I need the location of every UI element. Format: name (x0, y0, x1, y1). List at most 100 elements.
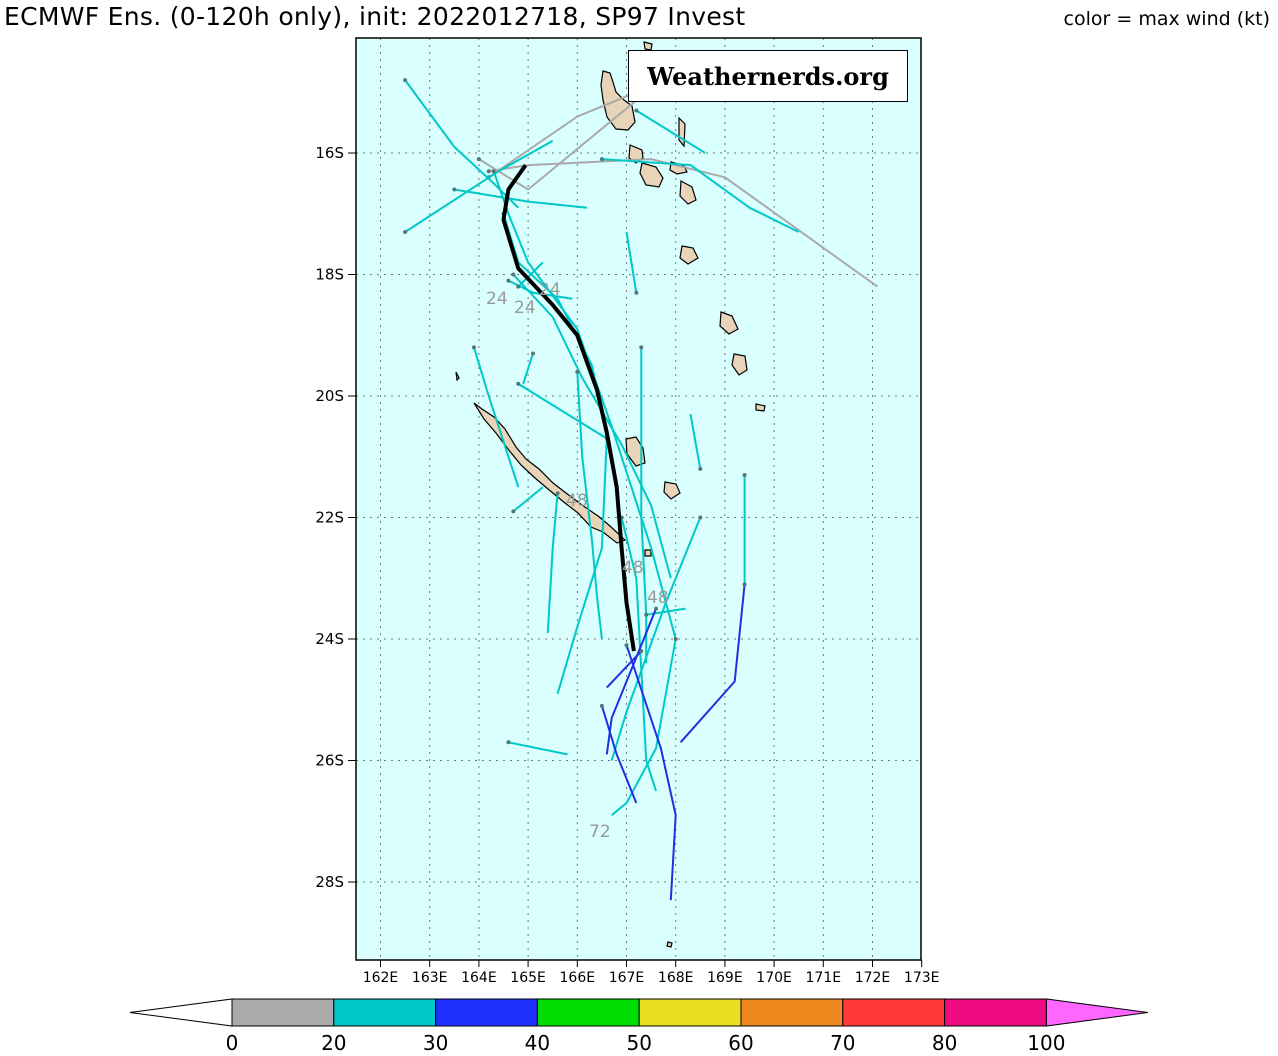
island-small (643, 41, 653, 51)
colorbar-segment (333, 998, 437, 1027)
lon-tick-label: 168E (658, 970, 694, 986)
lon-tick-label: 163E (412, 970, 448, 986)
colorbar-segment (638, 998, 742, 1027)
ensemble-mean-track (501, 163, 636, 652)
ensemble-member-track (488, 158, 878, 288)
ensemble-member-track (646, 607, 686, 616)
colorbar-tick-label: 80 (932, 1031, 957, 1055)
ensemble-member-track (640, 347, 648, 664)
ensemble-member-track (512, 486, 544, 513)
island-small (455, 371, 460, 382)
ensemble-member-track (625, 644, 677, 901)
forecast-hour-label: 24 (539, 280, 561, 300)
ensemble-member-track (522, 353, 534, 385)
ensemble-member-track (635, 109, 706, 154)
track-point (506, 740, 511, 745)
lon-tick-label: 167E (609, 970, 645, 986)
colorbar-segment (944, 998, 1047, 1027)
island-new-caledonia (473, 402, 627, 544)
lon-tick-label: 166E (560, 970, 596, 986)
colorbar-tick-label: 50 (626, 1031, 651, 1055)
track-point (742, 472, 747, 477)
track-point (644, 612, 649, 617)
island-small (731, 353, 748, 376)
ensemble-member-track (556, 438, 608, 694)
colorbar-tick-label: 60 (728, 1031, 753, 1055)
forecast-hour-label: 24 (514, 298, 536, 318)
colorbar-tick-label: 70 (830, 1031, 855, 1055)
colorbar-tick-label: 30 (423, 1031, 448, 1055)
colorbar-over-arrow (1045, 998, 1149, 1027)
forecast-hour-label: 48 (566, 491, 588, 511)
track-point (511, 272, 516, 277)
track-point (471, 345, 476, 350)
lon-tick-label: 173E (904, 970, 940, 986)
lon-tick-label: 162E (363, 970, 399, 986)
track-point (599, 703, 604, 708)
longitude-axis: 162E 163E 164E 165E 166E 167E 168E 169E 170E 171E… (363, 960, 940, 986)
forecast-hour-label: 48 (622, 558, 644, 578)
colorbar-segment (536, 998, 640, 1027)
track-point (531, 351, 536, 356)
island-small (679, 180, 697, 205)
track-point (698, 466, 703, 471)
lon-tick-label: 172E (855, 970, 891, 986)
island-small (679, 245, 699, 265)
lat-tick-label: 22S (315, 509, 344, 527)
colorbar-tick-label: 100 (1027, 1031, 1065, 1055)
ensemble-member-track (689, 414, 702, 470)
lat-tick-label: 18S (315, 266, 344, 284)
ensemble-member-track (478, 91, 647, 191)
track-point (555, 491, 560, 496)
track-point (491, 169, 496, 174)
colorbar-segment (842, 998, 946, 1027)
track-point (654, 606, 659, 611)
track-point (673, 637, 678, 641)
lon-tick-label: 165E (510, 970, 546, 986)
track-point (599, 157, 604, 162)
colorbar-tick-label: 40 (525, 1031, 550, 1055)
ensemble-member-track (404, 140, 554, 233)
ensemble-member-track (600, 705, 638, 804)
track-point (403, 229, 408, 234)
ensemble-member-track (576, 371, 603, 640)
ensemble-member-track (508, 741, 568, 756)
track-point (575, 369, 580, 374)
ensemble-member-track (507, 279, 573, 300)
track-point (516, 381, 521, 386)
colorbar: 0 20 30 40 50 60 70 80 100 (129, 998, 1149, 1055)
ensemble-member-track (517, 261, 544, 288)
lon-tick-label: 169E (707, 970, 743, 986)
track-point (516, 284, 521, 289)
ensemble-member-track (517, 383, 608, 440)
colorbar-tick-label: 20 (321, 1031, 346, 1055)
island-small (719, 311, 739, 335)
track-point (452, 187, 457, 192)
colorbar-segment (435, 998, 538, 1027)
lon-tick-label: 171E (806, 970, 842, 986)
ensemble-member-track (611, 638, 677, 816)
island-small (755, 403, 766, 412)
track-point (511, 509, 516, 514)
track-point (624, 643, 629, 648)
track-point (403, 78, 408, 83)
ensemble-member-track (454, 188, 588, 209)
map-frame (355, 37, 922, 961)
track-point (698, 515, 703, 520)
chart-title: ECMWF Ens. (0-120h only), init: 20220127… (4, 2, 746, 31)
track-point (476, 157, 481, 162)
ensemble-member-track (679, 584, 746, 743)
lat-tick-label: 20S (315, 387, 344, 405)
colorbar-segment (740, 998, 844, 1027)
track-point (506, 278, 511, 283)
colorbar-tick-label: 0 (226, 1031, 239, 1055)
colorbar-segment (231, 998, 335, 1027)
lat-tick-label: 16S (315, 144, 344, 162)
island-small (639, 162, 664, 188)
colorbar-under-arrow (129, 998, 233, 1027)
ensemble-member-track (625, 231, 638, 293)
ensemble-member-track (605, 608, 657, 755)
ensemble-member-track (473, 347, 520, 488)
map-background (356, 38, 921, 960)
ensemble-member-track (601, 158, 800, 233)
